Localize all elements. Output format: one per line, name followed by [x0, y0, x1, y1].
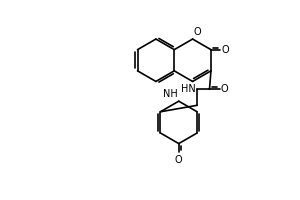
Text: NH: NH	[163, 89, 177, 99]
Text: HN: HN	[181, 84, 196, 94]
Text: O: O	[221, 84, 229, 94]
Text: O: O	[222, 45, 229, 55]
Text: O: O	[175, 155, 183, 165]
Text: O: O	[194, 27, 201, 37]
